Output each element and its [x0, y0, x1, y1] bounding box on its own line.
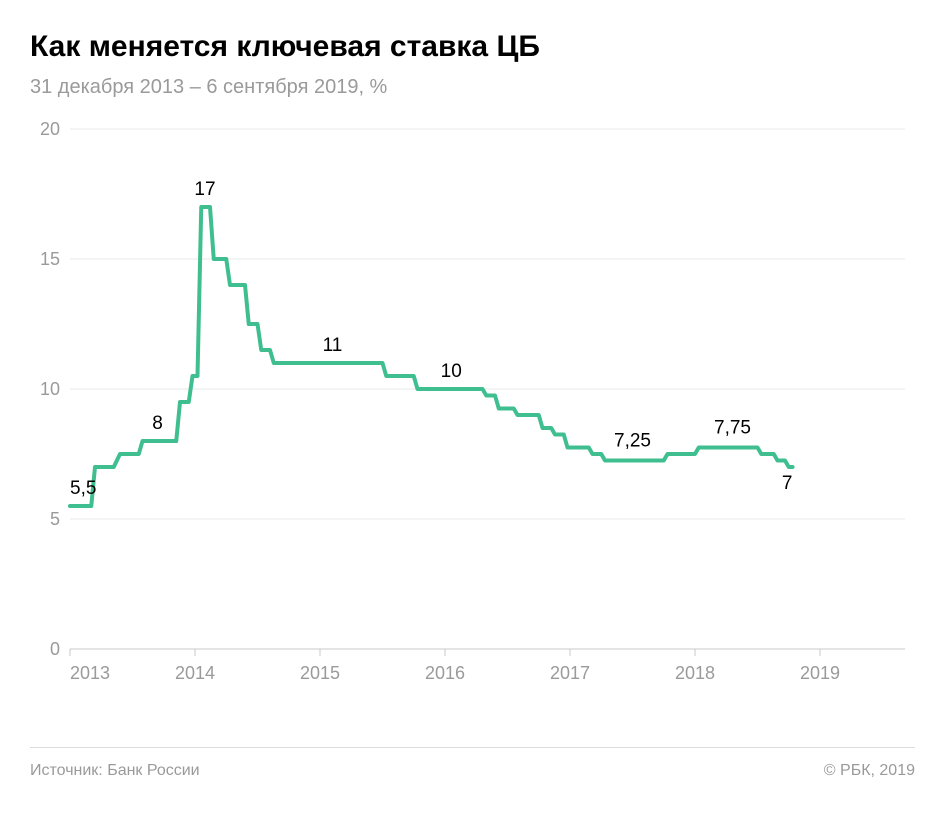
chart-container: Как меняется ключевая ставка ЦБ 31 декаб…	[0, 0, 945, 826]
x-tick-label: 2017	[550, 663, 590, 683]
data-point-label: 7,75	[714, 418, 751, 439]
y-tick-label: 15	[40, 249, 60, 269]
x-tick-label: 2016	[425, 663, 465, 683]
x-tick-label: 2018	[675, 663, 715, 683]
line-chart: 0 5 10 15 20 2013 2014 2015 2016 2017 2018 2019 5,5 8…	[30, 119, 915, 689]
chart-area: 0 5 10 15 20 2013 2014 2015 2016 2017 2018 2019 5,5 8…	[30, 119, 915, 729]
copyright-label: © РБК, 2019	[824, 762, 915, 780]
data-point-label: 17	[194, 179, 215, 200]
data-point-label: 5,5	[70, 478, 96, 499]
chart-title: Как меняется ключевая ставка ЦБ	[30, 30, 915, 64]
chart-footer: Источник: Банк России © РБК, 2019	[30, 747, 915, 780]
x-tick-label: 2013	[70, 663, 110, 683]
data-point-label: 11	[323, 335, 343, 356]
y-tick-label: 5	[50, 509, 60, 529]
data-point-label: 10	[441, 361, 462, 382]
data-point-label: 7,25	[614, 431, 651, 452]
rate-line	[70, 207, 793, 506]
data-point-label: 7	[782, 473, 793, 494]
y-tick-label: 10	[40, 379, 60, 399]
y-tick-label: 20	[40, 119, 60, 139]
source-label: Источник: Банк России	[30, 762, 200, 780]
x-tick-label: 2014	[175, 663, 215, 683]
y-tick-label: 0	[50, 639, 60, 659]
chart-subtitle: 31 декабря 2013 – 6 сентября 2019, %	[30, 76, 915, 99]
x-tick-label: 2015	[300, 663, 340, 683]
x-tick-label: 2019	[800, 663, 840, 683]
data-point-label: 8	[152, 413, 163, 434]
